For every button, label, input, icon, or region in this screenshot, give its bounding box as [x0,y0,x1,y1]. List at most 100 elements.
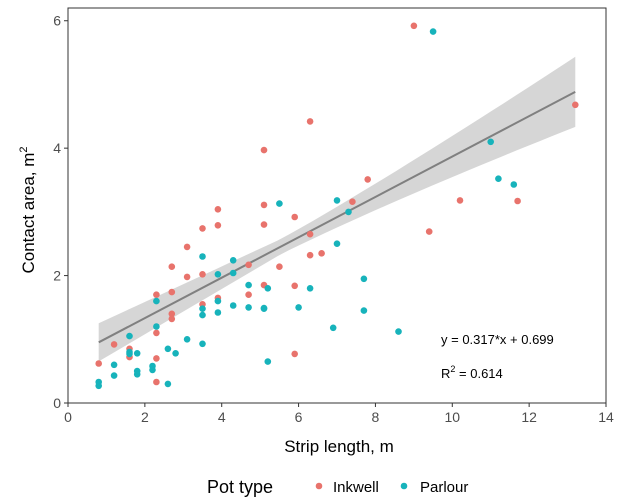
point-parlour [153,297,160,305]
point-inkwell [168,315,176,323]
x-axis-title: Strip length, m [284,437,394,456]
x-tick-label: 2 [141,409,149,425]
y-axis-title-main: Contact area, m [19,153,38,274]
point-parlour [199,305,206,313]
point-inkwell [199,225,206,232]
point-inkwell [306,230,314,238]
point-inkwell [153,378,160,386]
point-inkwell [410,22,418,30]
point-inkwell [456,197,464,204]
point-parlour [95,382,102,390]
point-inkwell [318,250,325,257]
x-tick-label: 8 [372,409,380,425]
point-inkwell [260,146,268,154]
legend-label-inkwell: Inkwell [333,479,379,496]
legend-key-inkwell [315,482,323,490]
point-inkwell [306,251,314,259]
point-inkwell [276,263,283,271]
point-inkwell [153,291,160,299]
point-parlour [110,372,118,379]
point-parlour [245,281,252,289]
y-axis-title: Contact area, m2 [18,146,38,273]
point-inkwell [349,198,356,205]
point-inkwell [306,118,314,125]
y-axis-title-sup: 2 [18,146,30,152]
x-tick-label: 6 [295,409,303,425]
x-axis-ticks: 0 2 4 6 8 10 12 14 [64,403,614,425]
r-squared-prefix: R [441,366,450,381]
points-layer [95,22,579,390]
fit-line-layer [98,90,576,344]
point-parlour [164,380,172,388]
point-parlour [264,358,272,365]
point-inkwell [199,271,206,278]
r-squared: R2 = 0.614 [441,364,503,381]
point-inkwell [572,101,579,109]
legend-key-parlour [400,482,408,490]
point-inkwell [364,176,372,183]
point-inkwell [260,221,268,228]
point-inkwell [514,197,521,205]
point-inkwell [110,341,118,348]
x-tick-label: 14 [598,409,614,425]
point-parlour [199,311,206,319]
point-parlour [164,345,172,353]
point-inkwell [291,350,299,358]
point-parlour [329,324,337,332]
point-parlour [333,240,341,247]
point-parlour [110,361,118,369]
point-parlour [345,208,352,216]
point-inkwell [168,263,176,271]
point-inkwell [183,273,191,281]
point-inkwell [291,213,299,221]
r-squared-sup: 2 [450,364,455,374]
legend-label-parlour: Parlour [420,479,468,496]
point-parlour [276,200,283,207]
point-parlour [395,328,402,335]
point-parlour [149,366,156,374]
point-parlour [264,285,272,292]
point-parlour [429,28,437,35]
y-tick-label: 0 [53,395,61,411]
y-axis-ticks: 0 2 4 6 [53,13,68,411]
point-inkwell [214,206,222,213]
x-tick-label: 4 [218,409,226,425]
point-parlour [126,332,133,340]
point-parlour [214,271,222,278]
r-squared-value: = 0.614 [455,366,502,381]
point-parlour [126,350,133,358]
point-parlour [172,350,179,357]
y-tick-label: 6 [53,13,61,29]
y-tick-label: 2 [53,268,61,284]
point-parlour [199,340,206,348]
point-parlour [245,304,252,311]
point-parlour [260,305,268,313]
point-parlour [487,138,495,146]
point-inkwell [153,355,160,362]
x-tick-label: 10 [444,409,460,425]
point-parlour [214,309,222,316]
point-parlour [133,350,141,357]
x-tick-label: 12 [521,409,537,425]
legend-title: Pot type [207,477,273,497]
point-parlour [229,257,237,264]
point-parlour [360,307,368,314]
point-parlour [214,297,222,305]
point-parlour [199,253,206,260]
point-parlour [133,371,141,378]
fit-equation: y = 0.317*x + 0.699 [441,332,554,347]
point-inkwell [291,282,299,290]
confidence-band-layer [98,56,576,362]
point-parlour [229,302,237,309]
x-tick-label: 0 [64,409,72,425]
point-inkwell [95,360,102,367]
point-parlour [295,304,302,311]
point-parlour [306,285,314,292]
point-inkwell [214,222,222,229]
plot-panel-border [67,7,607,404]
point-inkwell [425,228,433,235]
y-tick-label: 4 [53,140,61,156]
point-inkwell [168,310,176,318]
confidence-band [98,56,576,362]
point-parlour [229,269,237,277]
